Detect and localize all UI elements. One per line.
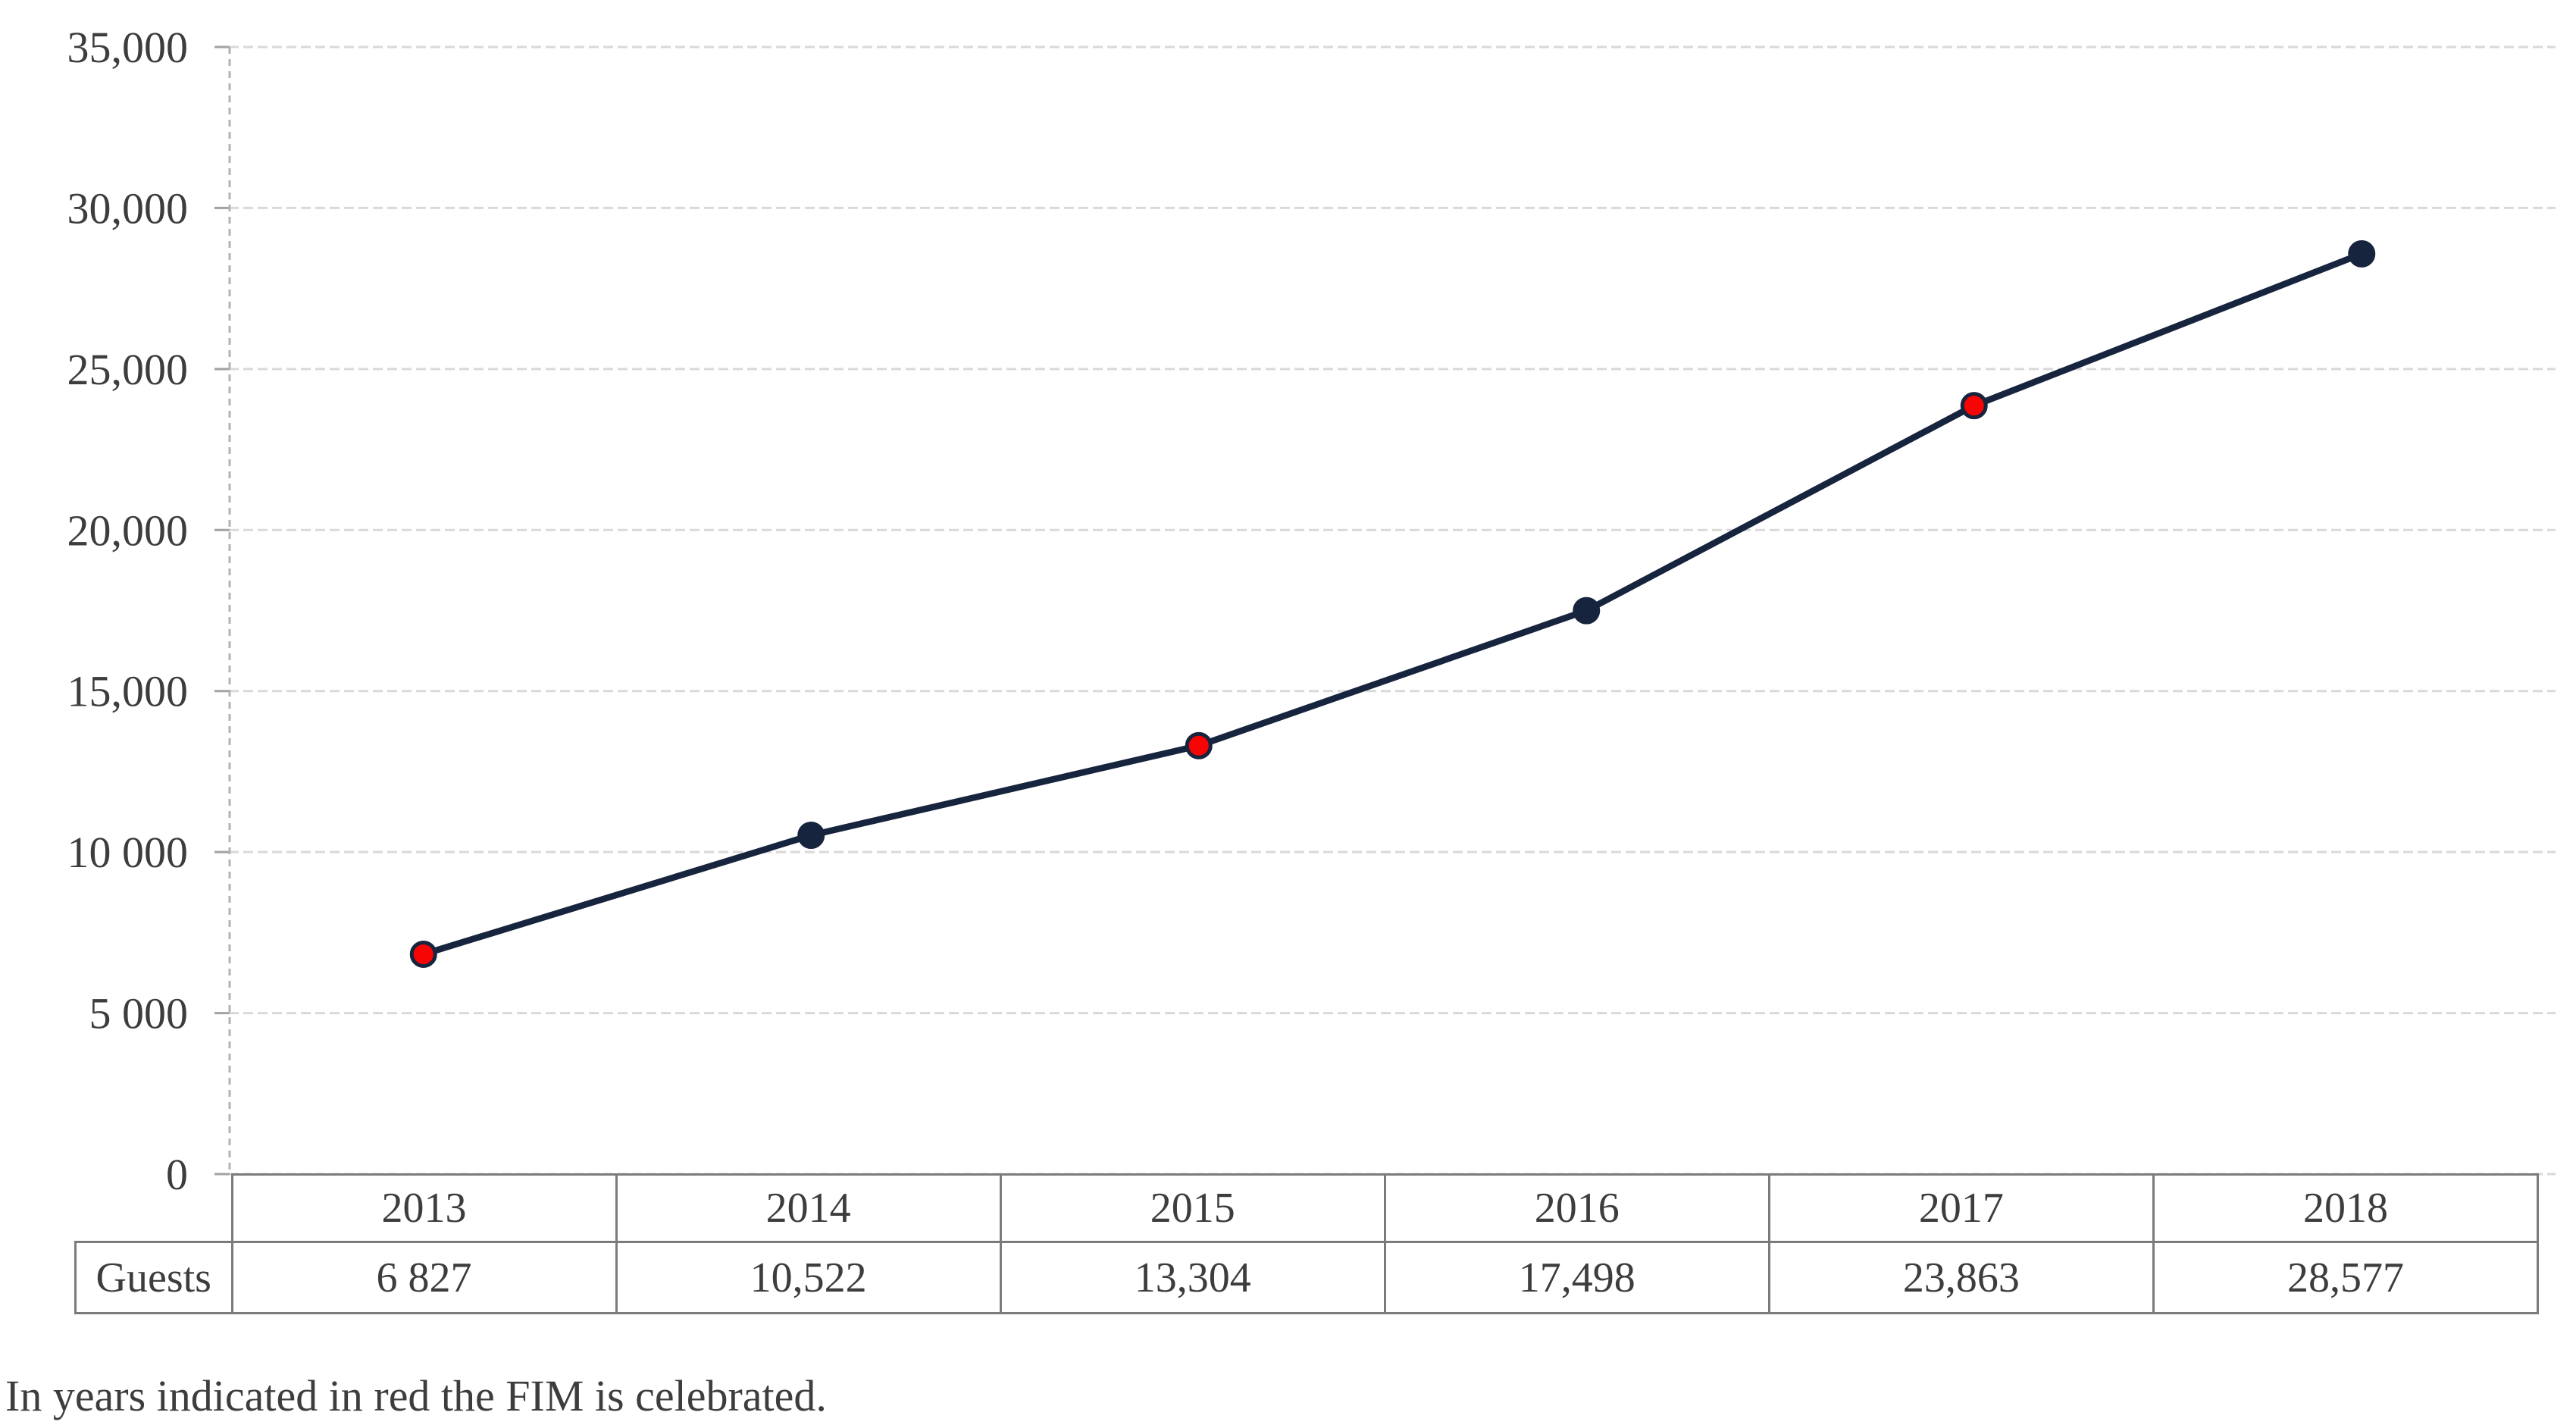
y-axis-label: 5 000 <box>89 989 189 1038</box>
data-point-2016 <box>1573 597 1601 625</box>
guests-value-cell: 6 827 <box>230 1241 618 1314</box>
year-cell: 2014 <box>615 1173 1002 1243</box>
guests-value-cell: 10,522 <box>615 1241 1002 1314</box>
year-cell: 2016 <box>1383 1173 1770 1243</box>
year-cell: 2017 <box>1767 1173 2155 1243</box>
y-axis-label: 15,000 <box>67 667 189 716</box>
data-point-2017 <box>1960 392 1988 420</box>
guests-value-cell: 13,304 <box>999 1241 1386 1314</box>
year-header-row: 2013 2014 2015 2016 2017 2018 <box>76 1173 2540 1243</box>
guests-table: 2013 2014 2015 2016 2017 2018 Guests 6 827 10,… <box>74 1173 2540 1314</box>
guests-value-cell: 17,498 <box>1383 1241 1770 1314</box>
guests-value-cell: 28,577 <box>2152 1241 2540 1314</box>
corner-cell <box>76 1175 233 1242</box>
series-line <box>420 250 2365 958</box>
y-axis-label: 0 <box>166 1150 188 1199</box>
year-cell: 2018 <box>2152 1173 2540 1243</box>
year-cell: 2015 <box>999 1173 1386 1243</box>
guests-value-row: Guests 6 827 10,522 13,304 17,498 23,863 28,5… <box>74 1241 2540 1314</box>
data-point-2018 <box>2348 240 2376 268</box>
data-point-2014 <box>797 821 825 849</box>
data-point-2015 <box>1185 731 1213 759</box>
guests-value-cell: 23,863 <box>1767 1241 2155 1314</box>
row-label-cell: Guests <box>74 1241 233 1314</box>
y-axis-label: 35,000 <box>67 23 189 72</box>
year-cell: 2013 <box>230 1173 618 1243</box>
y-axis-label: 20,000 <box>67 506 189 555</box>
y-axis-label: 30,000 <box>67 183 189 233</box>
caption: In years indicated in red the FIM is cel… <box>5 1371 827 1420</box>
y-axis-label: 25,000 <box>67 345 189 394</box>
data-point-2013 <box>409 940 437 968</box>
y-axis-label: 10 000 <box>67 828 189 877</box>
